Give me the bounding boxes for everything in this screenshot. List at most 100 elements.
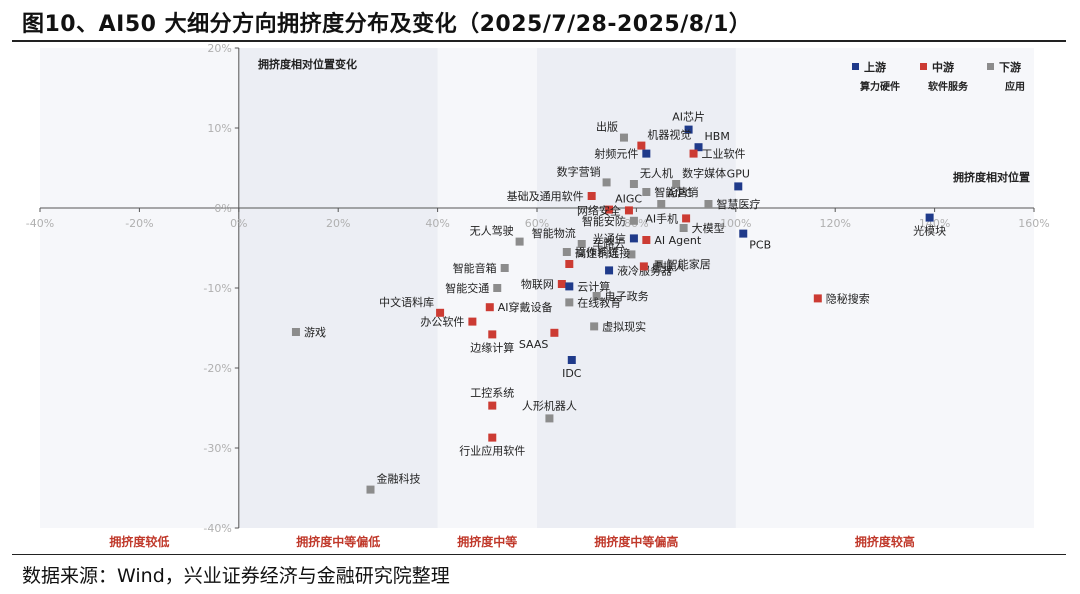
point-marker-downstream (642, 188, 651, 196)
point-marker-downstream (493, 284, 502, 292)
point-label: 边缘计算 (470, 340, 514, 354)
point-marker-downstream (654, 260, 663, 268)
point-label: 虚拟现实 (602, 319, 646, 333)
point-marker-midstream (485, 303, 494, 312)
y-tick-label: 10% (207, 122, 231, 135)
point-marker-upstream (567, 356, 576, 364)
point-marker-upstream (565, 282, 574, 291)
point-marker-downstream (562, 248, 571, 256)
point-label: 无人机 (640, 166, 673, 180)
point-marker-midstream (637, 141, 646, 150)
point-marker-upstream (629, 234, 638, 243)
legend-sub-upstream: 算力硬件 (859, 80, 900, 93)
point-label: 操作系统 (575, 245, 619, 259)
legend-sub-midstream: 软件服务 (928, 80, 969, 93)
point-label: AIGC (615, 193, 642, 206)
point-marker-midstream (488, 401, 497, 410)
legend-swatch-midstream (920, 63, 927, 70)
point-marker-downstream (565, 298, 574, 307)
x-tick-label: -40% (26, 217, 54, 230)
zone-bands (40, 48, 1034, 528)
tick-labels: -40%-20%0%20%40%60%80%100%120%140%160%-4… (26, 42, 1050, 535)
x-tick-label: 100% (720, 217, 751, 230)
zone-label: 拥挤度较高 (855, 534, 915, 549)
point-label: HBM (705, 130, 730, 143)
point-label: 智能物流 (532, 226, 576, 240)
point-label: 数字媒体 (682, 166, 726, 180)
point-marker-upstream (684, 125, 693, 134)
point-label: 隐秘搜索 (826, 291, 870, 305)
point-marker-downstream (657, 200, 666, 208)
point-label: GPU (727, 167, 750, 180)
point-marker-upstream (605, 266, 614, 275)
point-marker-midstream (557, 280, 566, 288)
zone-label: 拥挤度较低 (109, 534, 169, 549)
point-marker-midstream (468, 317, 477, 326)
point-label: 出版 (596, 120, 618, 134)
zone-label: 拥挤度中等 (457, 534, 517, 549)
source-note: 数据来源：Wind，兴业证券经济与金融研究院整理 (22, 565, 450, 587)
point-marker-midstream (436, 308, 445, 317)
legend-swatch-downstream (987, 63, 994, 70)
point-label: 网络安全 (577, 203, 621, 217)
point-marker-downstream (291, 328, 300, 336)
point-label: 光通信 (593, 231, 626, 245)
y-tick-label: 0% (214, 202, 231, 215)
point-marker-downstream (629, 180, 638, 188)
point-marker-midstream (642, 236, 651, 244)
point-marker-midstream (550, 328, 559, 337)
footer-rule (12, 554, 1066, 555)
point-label: SAAS (519, 338, 549, 351)
point-label: AIPC (667, 187, 692, 200)
point-marker-upstream (694, 143, 703, 152)
title-rule (12, 40, 1066, 42)
zone-band-1 (238, 48, 438, 528)
point-marker-midstream (488, 433, 497, 442)
point-marker-midstream (488, 330, 497, 339)
point-label: 人形机器人 (522, 398, 577, 412)
x-tick-label: 0% (230, 217, 247, 230)
point-marker-downstream (602, 178, 611, 187)
point-label: 车路云 (592, 236, 625, 250)
point-marker-midstream (624, 206, 633, 215)
point-label: 金融科技 (377, 472, 421, 486)
point-marker-upstream (739, 229, 748, 238)
point-marker-midstream (689, 149, 698, 158)
point-marker-downstream (577, 240, 586, 248)
point-label: 智能安防 (582, 214, 626, 228)
point-label: 数字营销 (557, 164, 601, 178)
point-label: PCB (749, 239, 771, 252)
point-label: 云计算 (577, 279, 610, 293)
point-label: 智能音箱 (453, 261, 497, 275)
point-label: 工业软件 (702, 147, 746, 161)
y-axis-title: 拥挤度相对位置变化 (258, 57, 357, 71)
point-marker-downstream (545, 414, 554, 423)
point-label: 电子政务 (605, 289, 649, 303)
point-label: 智能交通 (445, 281, 489, 295)
legend-sub-downstream: 应用 (1005, 80, 1025, 93)
point-marker-midstream (587, 192, 596, 200)
x-tick-label: 60% (525, 217, 549, 230)
x-axis-title: 拥挤度相对位置 (953, 170, 1030, 184)
legend-name-downstream: 下游 (999, 60, 1021, 74)
point-label: 基础及通用软件 (507, 189, 584, 203)
point-marker-midstream (813, 294, 822, 303)
point-label: AI手机 (645, 211, 678, 225)
point-label: 办公软件 (420, 315, 464, 329)
point-marker-upstream (734, 182, 743, 191)
x-tick-label: 20% (326, 217, 350, 230)
point-label: 射频元件 (594, 147, 638, 161)
x-tick-label: 40% (425, 217, 449, 230)
point-label: AI穿戴设备 (498, 300, 553, 314)
point-label: 智能营销 (654, 185, 698, 199)
point-label: 行业应用软件 (459, 444, 525, 458)
point-marker-upstream (925, 213, 934, 222)
x-tick-label: 120% (819, 217, 850, 230)
zone-label: 拥挤度中等偏低 (296, 534, 380, 549)
y-tick-label: -40% (203, 522, 231, 535)
point-marker-midstream (682, 214, 691, 223)
legend-name-upstream: 上游 (864, 60, 886, 74)
